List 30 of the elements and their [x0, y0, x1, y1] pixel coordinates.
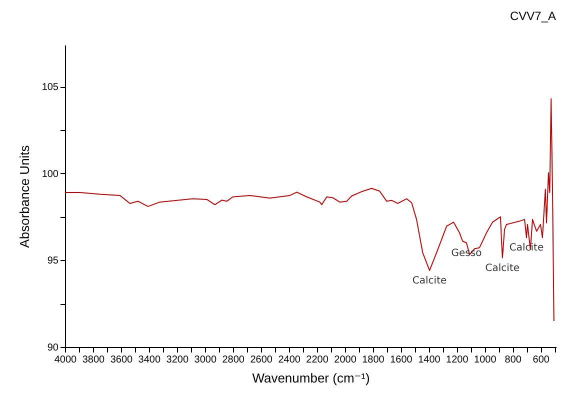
y-tick-label: 95: [47, 256, 59, 267]
line-series: [65, 98, 554, 322]
x-tick-label: 1400: [418, 354, 441, 366]
annotation: Gesso: [451, 248, 482, 259]
x-tick-label: 2600: [250, 354, 273, 366]
x-tick-label: 2000: [334, 354, 357, 366]
x-tick-label: 1600: [390, 354, 413, 366]
x-tick-label: 4000: [54, 354, 78, 366]
x-axis-title: Wavenumber (cm⁻¹): [252, 370, 370, 386]
x-tick-label: 3200: [166, 354, 189, 366]
annotation: Calcite: [485, 262, 520, 274]
x-tick-label: 3000: [194, 354, 217, 366]
y-tick-label: 100: [42, 168, 59, 180]
x-tick-label: 2200: [306, 354, 329, 366]
annotation: Calcite: [509, 242, 544, 254]
x-tick-label: 3800: [82, 354, 106, 366]
y-tick-label: 105: [42, 82, 59, 94]
x-tick-label: 1800: [362, 354, 385, 366]
x-tick-label: 1000: [474, 354, 497, 366]
y-tick-label: 90: [47, 342, 59, 354]
x-tick-label: 3400: [138, 354, 161, 366]
x-tick-label: 800: [504, 354, 522, 366]
annotation: Calcite: [412, 275, 447, 286]
x-tick-label: 2400: [278, 354, 301, 366]
chart-title: CVV7_A: [510, 9, 556, 23]
x-tick-label: 2800: [222, 354, 245, 366]
y-axis-title: Absorbance Units: [16, 144, 32, 248]
x-tick-label: 3600: [110, 354, 134, 366]
x-tick-label: 1200: [446, 354, 469, 366]
x-tick-label: 600: [532, 354, 550, 366]
